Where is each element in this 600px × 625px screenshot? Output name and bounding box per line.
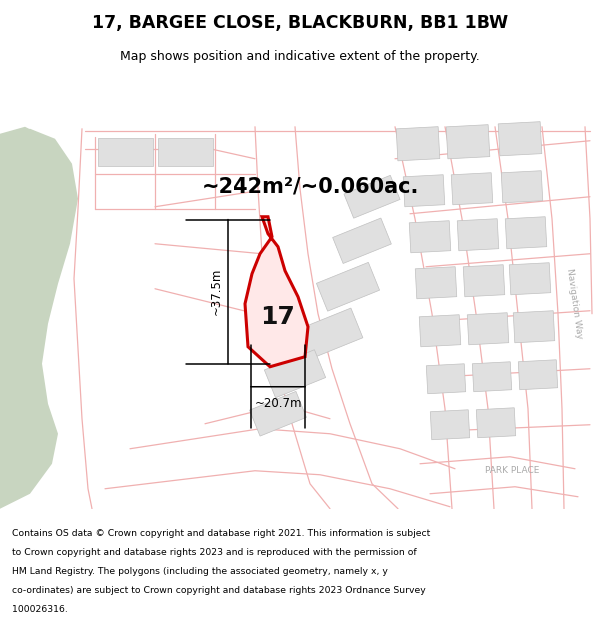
- Polygon shape: [316, 262, 380, 311]
- Polygon shape: [518, 360, 558, 390]
- Polygon shape: [463, 265, 505, 297]
- Text: Contains OS data © Crown copyright and database right 2021. This information is : Contains OS data © Crown copyright and d…: [12, 529, 430, 538]
- Polygon shape: [451, 173, 493, 205]
- Polygon shape: [157, 138, 212, 166]
- Text: PARK PLACE: PARK PLACE: [485, 466, 539, 475]
- Text: 17, BARGEE CLOSE, BLACKBURN, BB1 1BW: 17, BARGEE CLOSE, BLACKBURN, BB1 1BW: [92, 14, 508, 32]
- Text: ~20.7m: ~20.7m: [254, 397, 302, 410]
- Polygon shape: [297, 308, 363, 359]
- Polygon shape: [501, 171, 543, 202]
- Polygon shape: [409, 221, 451, 253]
- Polygon shape: [498, 122, 542, 156]
- Text: Map shows position and indicative extent of the property.: Map shows position and indicative extent…: [120, 49, 480, 62]
- Polygon shape: [0, 129, 78, 509]
- Polygon shape: [467, 312, 509, 345]
- Text: ~242m²/~0.060ac.: ~242m²/~0.060ac.: [202, 177, 419, 197]
- Polygon shape: [344, 176, 400, 218]
- Polygon shape: [265, 350, 326, 398]
- Polygon shape: [396, 127, 440, 161]
- Polygon shape: [472, 362, 512, 392]
- Polygon shape: [0, 127, 55, 171]
- Text: 100026316.: 100026316.: [12, 605, 68, 614]
- Polygon shape: [419, 315, 461, 347]
- Polygon shape: [457, 219, 499, 251]
- Text: co-ordinates) are subject to Crown copyright and database rights 2023 Ordnance S: co-ordinates) are subject to Crown copyr…: [12, 586, 426, 595]
- Polygon shape: [430, 410, 470, 440]
- Polygon shape: [403, 175, 445, 207]
- Polygon shape: [250, 391, 307, 436]
- Polygon shape: [476, 408, 516, 437]
- Polygon shape: [426, 364, 466, 394]
- Polygon shape: [513, 311, 555, 342]
- Text: HM Land Registry. The polygons (including the associated geometry, namely x, y: HM Land Registry. The polygons (includin…: [12, 567, 388, 576]
- Text: 17: 17: [260, 305, 295, 329]
- Polygon shape: [332, 218, 391, 264]
- Text: to Crown copyright and database rights 2023 and is reproduced with the permissio: to Crown copyright and database rights 2…: [12, 548, 416, 557]
- Polygon shape: [415, 267, 457, 299]
- Text: Navigation Way: Navigation Way: [565, 268, 583, 339]
- Polygon shape: [446, 124, 490, 159]
- Polygon shape: [505, 217, 547, 249]
- Polygon shape: [245, 217, 308, 367]
- Polygon shape: [97, 138, 152, 166]
- Text: ~37.5m: ~37.5m: [210, 268, 223, 316]
- Polygon shape: [509, 262, 551, 295]
